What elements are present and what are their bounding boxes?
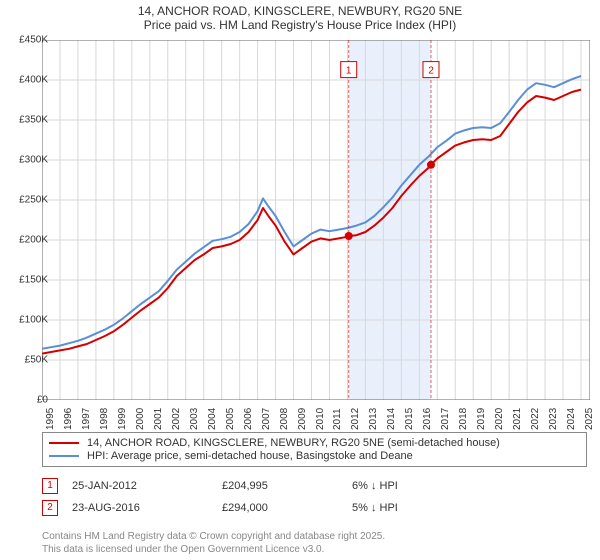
sale-row: 1 25-JAN-2012 £204,995 6% ↓ HPI [42, 478, 398, 494]
x-axis-label: 2008 [279, 408, 290, 430]
sale-price: £204,995 [222, 480, 352, 492]
x-axis-label: 2014 [386, 408, 397, 430]
x-axis-label: 2024 [566, 408, 577, 430]
x-axis-label: 2005 [225, 408, 236, 430]
legend-item: 14, ANCHOR ROAD, KINGSCLERE, NEWBURY, RG… [49, 437, 580, 449]
x-axis-label: 2010 [315, 408, 326, 430]
sale-marker-icon: 2 [42, 500, 58, 516]
x-axis-label: 2013 [368, 408, 379, 430]
x-axis-label: 2012 [350, 408, 361, 430]
svg-text:2: 2 [428, 66, 434, 77]
x-axis-label: 2003 [189, 408, 200, 430]
x-axis-label: 1995 [45, 408, 56, 430]
svg-text:1: 1 [346, 66, 352, 77]
x-axis-label: 2025 [584, 408, 595, 430]
sale-diff: 5% ↓ HPI [352, 502, 398, 514]
x-axis-label: 2023 [548, 408, 559, 430]
y-axis-label: £300K [6, 155, 48, 166]
chart-area: 12 [42, 40, 590, 400]
x-axis-label: 2001 [153, 408, 164, 430]
y-axis-label: £150K [6, 275, 48, 286]
legend-swatch [49, 442, 79, 444]
y-axis-label: £100K [6, 315, 48, 326]
x-axis-label: 1999 [117, 408, 128, 430]
y-axis-label: £450K [6, 35, 48, 46]
x-axis-label: 2000 [135, 408, 146, 430]
x-axis-label: 2006 [243, 408, 254, 430]
legend-swatch [49, 455, 79, 457]
x-axis-label: 1997 [81, 408, 92, 430]
sale-price: £294,000 [222, 502, 352, 514]
sale-row: 2 23-AUG-2016 £294,000 5% ↓ HPI [42, 500, 398, 516]
x-axis-label: 2017 [440, 408, 451, 430]
y-axis-label: £350K [6, 115, 48, 126]
x-axis-label: 2016 [422, 408, 433, 430]
footer: Contains HM Land Registry data © Crown c… [42, 531, 385, 556]
x-axis-label: 1998 [99, 408, 110, 430]
footer-line: Contains HM Land Registry data © Crown c… [42, 531, 385, 544]
x-axis-label: 2011 [332, 408, 343, 430]
sale-date: 25-JAN-2012 [72, 480, 222, 492]
chart-title: 14, ANCHOR ROAD, KINGSCLERE, NEWBURY, RG… [0, 4, 600, 18]
y-axis-label: £0 [6, 395, 48, 406]
legend-label: HPI: Average price, semi-detached house,… [87, 450, 413, 462]
x-axis-label: 2009 [297, 408, 308, 430]
x-axis-label: 2020 [494, 408, 505, 430]
x-axis-label: 2022 [530, 408, 541, 430]
x-axis-label: 2002 [171, 408, 182, 430]
legend-box: 14, ANCHOR ROAD, KINGSCLERE, NEWBURY, RG… [42, 432, 587, 467]
x-axis-label: 2004 [207, 408, 218, 430]
x-axis-label: 2019 [476, 408, 487, 430]
y-axis-label: £400K [6, 75, 48, 86]
x-axis-label: 2021 [512, 408, 523, 430]
chart-subtitle: Price paid vs. HM Land Registry's House … [0, 18, 600, 32]
x-axis-label: 1996 [63, 408, 74, 430]
footer-line: This data is licensed under the Open Gov… [42, 544, 385, 557]
x-axis-label: 2015 [404, 408, 415, 430]
x-axis-label: 2007 [261, 408, 272, 430]
chart-title-block: 14, ANCHOR ROAD, KINGSCLERE, NEWBURY, RG… [0, 0, 600, 34]
sale-marker-icon: 1 [42, 478, 58, 494]
y-axis-label: £200K [6, 235, 48, 246]
x-axis-label: 2018 [458, 408, 469, 430]
legend-item: HPI: Average price, semi-detached house,… [49, 450, 580, 462]
legend-label: 14, ANCHOR ROAD, KINGSCLERE, NEWBURY, RG… [87, 437, 500, 449]
sale-date: 23-AUG-2016 [72, 502, 222, 514]
y-axis-label: £250K [6, 195, 48, 206]
y-axis-label: £50K [6, 355, 48, 366]
sale-diff: 6% ↓ HPI [352, 480, 398, 492]
